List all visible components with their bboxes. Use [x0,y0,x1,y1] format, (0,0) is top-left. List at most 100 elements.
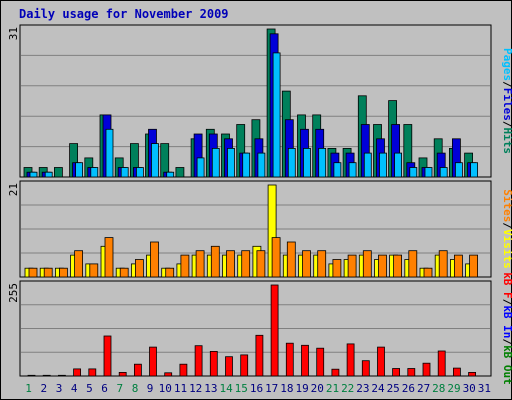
x-tick-label: 1 [25,382,32,395]
pages-bar [409,167,418,178]
pages-bar [120,167,129,178]
sites-bar [332,259,342,278]
kb-f-bar [392,368,401,377]
pages-bar [242,152,251,178]
sites-bar [43,267,53,278]
x-tick-label: 11 [174,382,187,395]
legend-entry: Pages [501,48,512,81]
legend-entry: Sites [501,189,512,222]
hits-bar [175,167,185,178]
sites-bar [393,254,403,278]
pages-bar [29,171,38,178]
x-tick-label: 14 [219,382,233,395]
sites-bar [256,250,266,278]
legend-separator: / [501,338,512,345]
kb-f-bar [118,371,127,377]
pages-bar [348,162,357,178]
pages-bar [196,157,205,178]
sites-bar [271,237,281,278]
pages-bar [151,143,159,178]
legend: Pages/Files/Hits [501,48,512,154]
kb-f-bar [255,334,264,377]
sites-bar [28,267,38,278]
kb-f-bar [452,367,461,377]
kb-f-bar [377,346,385,377]
y-max-label: 255 [7,283,20,303]
x-tick-label: 2 [40,382,47,395]
pages-bar [379,152,387,178]
sites-bar [469,254,479,278]
hits-bar [54,167,63,178]
pages-bar [424,167,433,178]
sites-bar [408,250,418,278]
legend-entry: kB Out [501,345,512,385]
pages-bar [287,147,296,178]
x-tick-label: 26 [402,382,415,395]
chart-title: Daily usage for November 2009 [19,7,229,21]
kb-f-bar [331,368,340,377]
kb-f-bar [164,372,173,377]
x-tick-label: 25 [387,382,400,395]
y-max-label: 21 [7,183,20,196]
pages-bar [135,167,144,178]
pages-bar [333,162,342,178]
x-tick-label: 8 [132,382,139,395]
kb-f-bar [88,368,97,377]
kb-f-bar [468,371,477,377]
sites-bar [362,250,372,278]
sites-bar [165,267,175,278]
x-tick-label: 22 [341,382,354,395]
pages-bar [257,152,266,178]
kb-f-bar [422,362,431,377]
x-tick-label: 27 [417,382,430,395]
pages-bar [227,147,235,178]
pages-bar [105,128,114,178]
x-tick-label: 20 [311,382,324,395]
sites-bar [317,250,327,278]
pages-bar [166,171,175,178]
x-tick-label: 23 [356,382,369,395]
kb-f-bar [316,347,325,377]
sites-bar [59,267,68,278]
x-tick-label: 19 [295,382,308,395]
legend-entry: Files [501,88,512,121]
x-tick-label: 15 [235,382,248,395]
pages-bar [211,147,220,178]
x-tick-label: 31 [478,382,491,395]
pages-bar [454,162,463,178]
x-tick-label: 5 [86,382,93,395]
x-tick-label: 10 [159,382,172,395]
pages-bar [272,52,281,178]
x-tick-label: 29 [447,382,460,395]
x-tick-label: 28 [432,382,445,395]
sites-bar [119,267,129,278]
x-tick-label: 17 [265,382,278,395]
pages-bar [90,167,99,178]
sites-bar [453,254,463,278]
pages-bar [363,152,372,178]
kb-f-bar [103,335,112,377]
pages-bar [394,152,403,178]
sites-bar [226,250,235,278]
sites-bar [210,245,220,278]
sites-bar [150,241,159,278]
kb-f-bar [194,345,203,377]
legend: kB F/kB In/kB Out [501,272,512,385]
pages-bar [75,162,83,178]
sites-bar [134,259,144,278]
sites-bar [74,250,83,278]
sites-bar [347,254,357,278]
x-tick-label: 6 [101,382,108,395]
x-tick-label: 9 [147,382,154,395]
pages-bar [439,167,448,178]
kb-f-bar [361,360,370,377]
kb-f-bar [240,354,249,377]
kb-f-bar [301,344,309,377]
x-tick-label: 7 [116,382,123,395]
pages-bar [44,171,53,178]
kb-f-bar [27,374,36,377]
legend-separator: / [501,222,512,229]
pages-bar [318,147,327,178]
legend-entry: Hits [501,128,512,155]
